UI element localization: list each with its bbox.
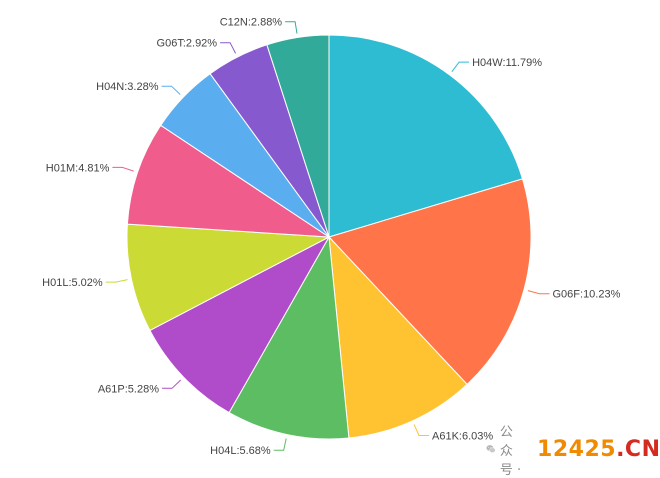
pie-slice-a61p[interactable] bbox=[149, 235, 331, 414]
wechat-icon bbox=[486, 445, 496, 453]
pie-slice-h04w[interactable] bbox=[328, 34, 524, 238]
label-line-h04n bbox=[161, 85, 181, 95]
slice-label-a61k: A61K:6.03% bbox=[432, 431, 493, 443]
watermark: 公众号 · 12425.CN bbox=[486, 425, 660, 478]
label-line-h04l bbox=[273, 438, 287, 451]
label-line-a61k bbox=[413, 424, 429, 436]
slice-label-h01m: H01M:4.81% bbox=[46, 162, 110, 174]
label-line-g06f bbox=[527, 290, 550, 295]
watermark-account-text: 公众号 · bbox=[499, 424, 522, 478]
slice-label-c12n: C12N:2.88% bbox=[220, 17, 283, 29]
slice-label-g06t: G06T:2.92% bbox=[157, 38, 218, 50]
pie-slice-h04l[interactable] bbox=[228, 235, 350, 440]
watermark-site-number: 12425 bbox=[537, 436, 617, 462]
watermark-site: 12425.CN bbox=[537, 437, 660, 462]
label-line-h04w bbox=[451, 61, 470, 72]
label-line-a61p bbox=[162, 379, 182, 389]
label-line-h01l bbox=[105, 279, 128, 283]
watermark-site-suffix: .CN bbox=[616, 436, 660, 462]
pie-slice-g06f[interactable] bbox=[328, 178, 532, 386]
slice-label-g06f: G06F:10.23% bbox=[553, 289, 621, 301]
label-line-g06t bbox=[220, 42, 237, 54]
slice-label-h04n: H04N:3.28% bbox=[96, 81, 159, 93]
pie-slice-a61k[interactable] bbox=[328, 235, 468, 439]
pie-slice-c12n[interactable] bbox=[266, 34, 330, 238]
slice-label-h04w: H04W:11.79% bbox=[472, 57, 542, 69]
pie-slice-h01l[interactable] bbox=[126, 223, 331, 332]
slice-label-a61p: A61P:5.28% bbox=[98, 383, 159, 395]
slice-label-h04l: H04L:5.68% bbox=[210, 445, 271, 457]
label-line-h01m bbox=[112, 166, 134, 172]
label-line-c12n bbox=[285, 21, 298, 34]
pie-slice-h01m[interactable] bbox=[126, 124, 331, 238]
slice-label-h01l: H01L:5.02% bbox=[42, 277, 103, 289]
